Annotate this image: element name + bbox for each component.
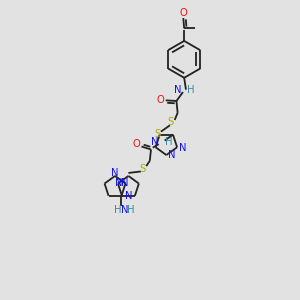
Text: H: H <box>127 205 134 215</box>
Text: O: O <box>132 139 140 149</box>
Text: N: N <box>168 150 176 160</box>
Text: N: N <box>115 178 122 188</box>
Text: N: N <box>174 85 181 95</box>
Text: N: N <box>125 191 132 201</box>
Text: N: N <box>121 205 128 215</box>
Text: S: S <box>154 129 161 139</box>
Text: H: H <box>188 85 195 95</box>
Text: H: H <box>114 205 121 215</box>
Text: N: N <box>179 143 186 153</box>
Text: N: N <box>111 168 119 178</box>
Text: H: H <box>165 137 173 147</box>
Text: O: O <box>179 8 187 18</box>
Text: O: O <box>157 95 164 105</box>
Text: S: S <box>168 117 174 128</box>
Text: N: N <box>151 137 159 147</box>
Text: N: N <box>121 178 128 188</box>
Text: S: S <box>139 164 145 174</box>
